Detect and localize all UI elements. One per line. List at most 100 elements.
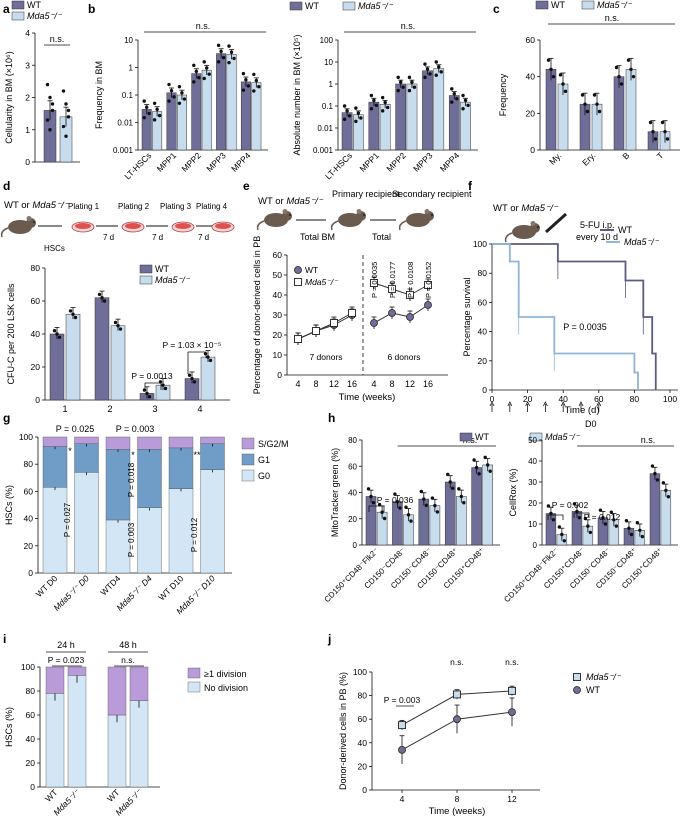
x-tick-label: T (655, 150, 666, 161)
data-dot (563, 89, 568, 94)
survival-curve (492, 243, 639, 390)
data-dot (208, 358, 213, 363)
pvalue-label: P = 0.0013 (131, 371, 172, 381)
y-axis-label: CellRox (%) (508, 468, 518, 516)
legend-swatch (187, 667, 201, 679)
y-tick-label: 100 (353, 667, 367, 677)
data-dot (232, 56, 236, 61)
stacked-bar-segment (200, 443, 225, 470)
x-axis-label: Time (d) (564, 405, 599, 416)
y-tick-label: 30 (273, 310, 283, 320)
data-dot (356, 111, 361, 115)
panel-label-i: i (3, 632, 6, 646)
y-tick-label: 100 (320, 36, 334, 45)
data-dot (61, 89, 66, 93)
data-dot (580, 93, 585, 97)
data-dot (61, 124, 66, 129)
data-dot (461, 93, 465, 98)
x-tick-label: MPP2 (179, 150, 203, 174)
legend-wt-swatch (459, 432, 473, 442)
culture-plate-icon (71, 221, 95, 233)
panel-label-a: a (3, 2, 10, 16)
data-dot (560, 532, 564, 537)
data-dot (155, 107, 159, 112)
data-point (424, 281, 432, 289)
y-tick-label: 100 (21, 662, 35, 672)
data-dot (422, 497, 426, 501)
injection-arrow-head (543, 401, 548, 407)
data-dot (598, 508, 603, 512)
mouse-icon (256, 208, 293, 231)
x-tick-label: 2 (107, 404, 112, 414)
data-dot (345, 109, 349, 113)
plating-1-label: Plating 1 (68, 202, 100, 211)
dose-label: 5-FU i.p. (580, 220, 615, 230)
panel-label-e: e (243, 179, 250, 193)
data-dot (142, 115, 146, 120)
interval-label: 7 d (152, 233, 163, 242)
data-dot (586, 524, 590, 528)
data-dot (457, 487, 461, 491)
data-dot (359, 116, 363, 120)
data-dot (396, 75, 400, 80)
data-dot (202, 76, 206, 81)
data-dot (45, 82, 50, 87)
culture-plate-icon (171, 221, 195, 233)
significance-label: n.s. (450, 657, 464, 667)
y-tick-label: 60 (31, 296, 41, 306)
data-dot (380, 109, 385, 113)
y-tick-label: 20 (273, 330, 283, 340)
syringe-icon (544, 212, 568, 234)
data-dot (603, 522, 608, 526)
y-tick-label: 20 (526, 108, 536, 118)
bar (49, 333, 65, 401)
stacked-bar-segment (42, 446, 68, 488)
y-tick-label: 0.01 (117, 119, 133, 128)
data-dot (451, 486, 455, 490)
interval-label: 7 d (103, 233, 114, 242)
series-line (297, 312, 353, 340)
stacked-bar-segment (67, 666, 87, 676)
group-label: 24 h (57, 640, 75, 650)
bar (94, 297, 110, 401)
data-dot (252, 72, 256, 77)
data-dot (629, 532, 634, 537)
stacked-bar-segment (168, 488, 194, 574)
y-tick-label: 0 (277, 370, 282, 380)
culture-plate-icon (211, 221, 235, 233)
y-tick-label: 20 (348, 515, 357, 524)
data-dot (383, 100, 387, 105)
significance-label: n.s. (641, 435, 656, 445)
data-dot (254, 78, 259, 83)
y-tick-label: 1 (129, 64, 134, 73)
y-tick-label: 0.001 (113, 146, 134, 155)
data-dot (169, 88, 174, 93)
data-dot (450, 100, 454, 104)
data-dot (152, 118, 157, 122)
x-tick-label: 8 (455, 794, 460, 804)
data-dot (461, 107, 465, 111)
legend-label: ≥1 division (204, 669, 246, 679)
panel-label-g: g (3, 411, 10, 425)
data-dot (157, 113, 162, 118)
primary-recipient-label: Primary recipient (332, 189, 400, 199)
data-dot (207, 72, 211, 76)
pvalue-label: P = 0.0108 (406, 262, 415, 298)
legend-wt-label: WT (586, 685, 600, 695)
data-dot (187, 373, 192, 377)
data-dot (190, 376, 194, 381)
secondary-recipient-label: Secondary recipient (392, 189, 472, 199)
stacked-bar-segment (42, 487, 68, 574)
y-tick-label: 40 (273, 290, 283, 300)
data-dot (404, 505, 408, 509)
data-dot (145, 391, 149, 396)
pvalue-label: P = 0.0035 (563, 322, 607, 332)
bar (226, 54, 237, 151)
y-tick-label: 80 (348, 436, 357, 445)
pvalue-label: P = 0.0035 (370, 262, 379, 298)
y-axis-label: HSCs (%) (4, 707, 14, 747)
legend-swatch (241, 469, 255, 482)
group-label: 48 h (119, 640, 137, 650)
data-dot (161, 383, 165, 387)
data-dot (653, 471, 657, 476)
